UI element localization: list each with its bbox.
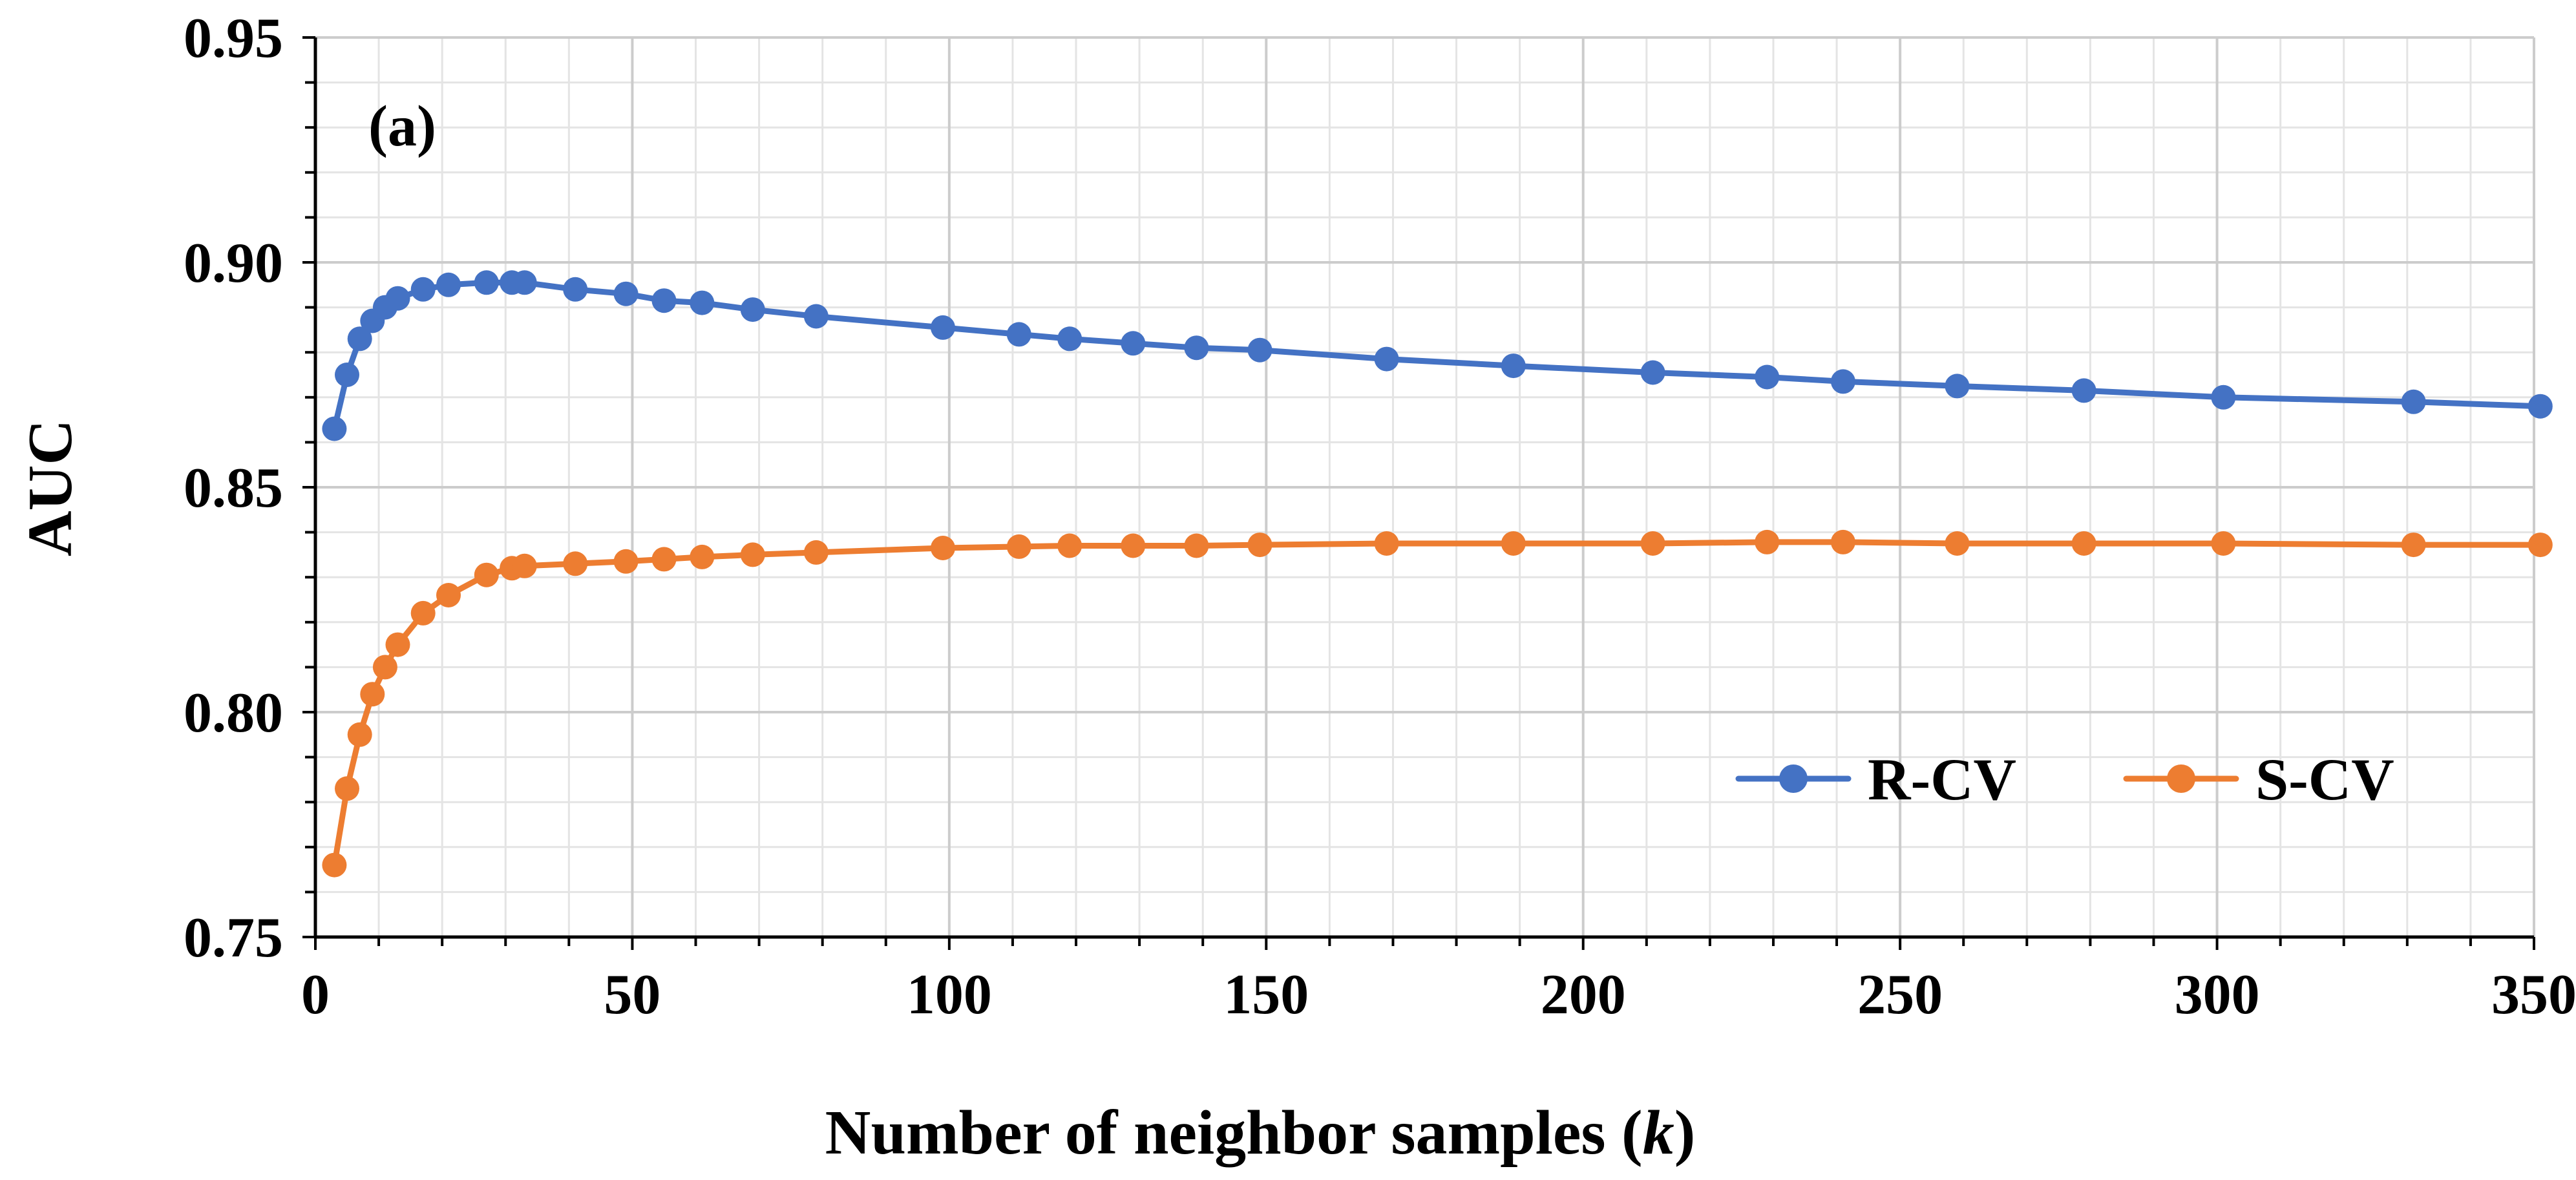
x-tick-label: 150 (1223, 964, 1309, 1026)
data-point-r-cv (474, 270, 499, 295)
data-point-r-cv (563, 277, 588, 302)
legend: R-CV S-CV (1735, 746, 2394, 812)
panel-label: (a) (368, 94, 436, 158)
data-point-s-cv (1057, 533, 1082, 558)
data-point-s-cv (1121, 533, 1146, 558)
data-point-r-cv (1501, 353, 1526, 379)
y-tick-label: 0.95 (184, 7, 283, 70)
data-point-s-cv (410, 600, 436, 626)
data-point-r-cv (1247, 337, 1272, 363)
data-point-r-cv (1830, 369, 1855, 394)
x-tick-label: 100 (907, 964, 992, 1026)
x-tick-label: 350 (2491, 964, 2576, 1026)
data-point-r-cv (347, 326, 372, 352)
x-tick-label: 50 (604, 964, 660, 1026)
data-point-r-cv (1374, 346, 1399, 372)
legend-label-s-cv: S-CV (2255, 746, 2394, 812)
axes (302, 36, 2535, 950)
legend-marker-s-cv (2167, 764, 2195, 793)
data-point-s-cv (1830, 529, 1855, 554)
data-point-s-cv (512, 553, 537, 578)
data-point-r-cv (1057, 326, 1082, 352)
y-tick-label: 0.75 (184, 907, 283, 969)
data-point-s-cv (690, 544, 715, 569)
data-point-s-cv (322, 852, 347, 878)
data-point-s-cv (2211, 531, 2236, 556)
data-point-s-cv (613, 549, 639, 574)
data-point-s-cv (335, 776, 359, 801)
data-point-s-cv (1640, 531, 1665, 556)
data-point-s-cv (1247, 532, 1272, 558)
y-axis-title: AUC (16, 419, 85, 556)
x-axis-title-variable: k (1643, 1098, 1674, 1168)
tick-labels: 0.75 0.80 0.85 0.90 0.95 0 50 100 150 200 250 300 35… (184, 7, 2576, 1026)
data-point-s-cv (1006, 534, 1031, 559)
legend-item-r-cv: R-CV (1735, 746, 2016, 812)
data-point-r-cv (335, 363, 359, 387)
data-point-r-cv (740, 297, 765, 322)
data-point-s-cv (2528, 532, 2553, 558)
x-tick-label: 0 (301, 964, 330, 1026)
legend-item-s-cv: S-CV (2123, 746, 2394, 812)
x-tick-label: 300 (2175, 964, 2260, 1026)
series-r-cv (322, 270, 2553, 441)
data-point-s-cv (1501, 531, 1526, 556)
data-point-s-cv (931, 536, 955, 560)
data-point-r-cv (322, 416, 347, 441)
data-point-r-cv (512, 270, 537, 295)
series-group (322, 270, 2553, 878)
y-tick-label: 0.85 (184, 457, 283, 520)
y-tick-label: 0.80 (184, 682, 283, 744)
data-point-s-cv (563, 551, 588, 576)
data-point-r-cv (1755, 364, 1780, 390)
data-point-r-cv (803, 304, 829, 329)
x-axis-title: Number of neighbor samples (k) (825, 1098, 1696, 1168)
data-point-s-cv (436, 583, 461, 607)
data-point-r-cv (1121, 331, 1146, 356)
data-point-r-cv (2401, 389, 2426, 414)
legend-marker-r-cv (1779, 764, 1808, 793)
data-point-s-cv (740, 542, 765, 567)
data-point-r-cv (931, 315, 955, 340)
legend-label-r-cv: R-CV (1868, 746, 2016, 812)
data-point-r-cv (2071, 378, 2096, 403)
data-point-r-cv (690, 290, 715, 315)
data-point-s-cv (1374, 531, 1399, 556)
data-point-r-cv (1640, 360, 1665, 385)
data-point-s-cv (360, 682, 385, 707)
data-point-r-cv (385, 286, 410, 311)
data-point-s-cv (1184, 533, 1209, 558)
data-point-s-cv (372, 655, 397, 680)
data-point-s-cv (1755, 529, 1780, 554)
data-point-r-cv (1945, 374, 1970, 399)
data-point-s-cv (651, 547, 677, 572)
data-point-s-cv (347, 722, 372, 747)
y-tick-label: 0.90 (184, 232, 283, 295)
data-point-s-cv (1945, 531, 1970, 556)
data-point-s-cv (2071, 531, 2096, 556)
data-point-r-cv (1184, 335, 1209, 361)
x-tick-label: 200 (1541, 964, 1626, 1026)
data-point-r-cv (1006, 322, 1031, 347)
grid-major (315, 36, 2535, 937)
data-point-r-cv (2211, 385, 2236, 410)
data-point-r-cv (651, 288, 677, 313)
data-point-s-cv (2401, 532, 2426, 558)
data-point-s-cv (474, 562, 499, 587)
data-point-s-cv (803, 540, 829, 565)
x-tick-label: 250 (1857, 964, 1943, 1026)
data-point-r-cv (2528, 394, 2553, 419)
data-point-r-cv (613, 281, 639, 306)
data-point-r-cv (410, 277, 436, 302)
x-axis-title-text: Number of neighbor samples (825, 1098, 1606, 1168)
data-point-s-cv (385, 632, 410, 657)
data-point-r-cv (436, 272, 461, 297)
series-s-cv (322, 529, 2553, 878)
